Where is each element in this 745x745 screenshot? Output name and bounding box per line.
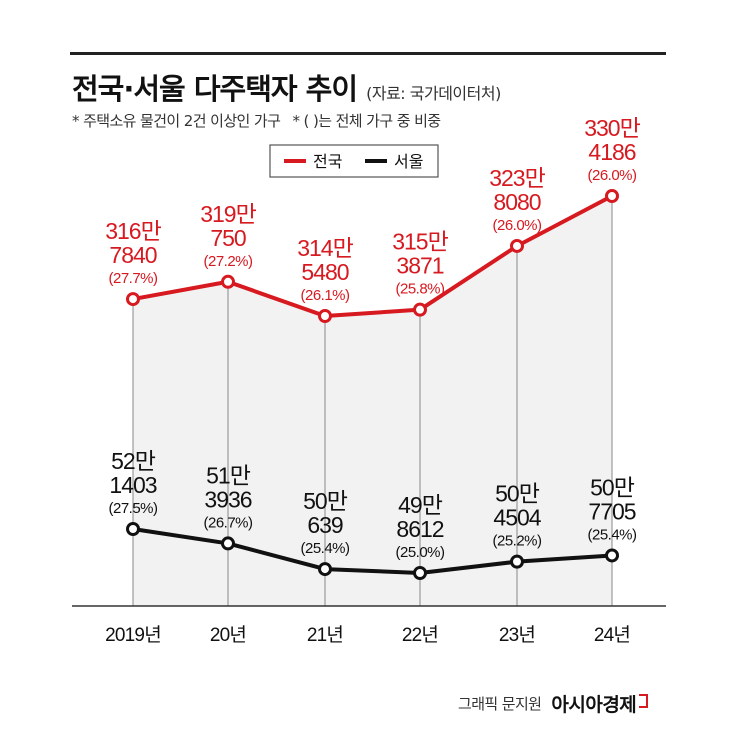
chart-area	[133, 196, 612, 606]
data-label-share: (25.4%)	[300, 540, 350, 557]
data-label-remainder: 639	[307, 512, 343, 538]
chart-notes: * 주택소유 물건이 2건 이상인 가구 * ( )는 전체 가구 중 비중	[72, 110, 448, 131]
data-point-national	[126, 292, 140, 307]
data-label-share: (25.2%)	[492, 533, 542, 550]
data-label-value: 315만	[392, 229, 448, 255]
data-label-share: (27.2%)	[203, 253, 253, 270]
data-label-remainder: 750	[210, 225, 246, 251]
data-point-seoul	[510, 554, 524, 569]
legend-label-national: 전국	[313, 152, 342, 171]
top-rule	[70, 52, 666, 55]
credit-text: 그래픽 문지원	[458, 695, 542, 713]
data-label-remainder: 8612	[396, 516, 443, 542]
data-label-remainder: 8080	[493, 189, 540, 215]
data-label-share: (27.5%)	[108, 500, 158, 517]
data-label-share: (26.0%)	[492, 217, 542, 234]
data-point-national	[318, 309, 332, 323]
x-tick-label: 20년	[210, 624, 246, 646]
chart-source: (자료: 국가데이터처)	[366, 84, 501, 103]
data-label-remainder: 3936	[204, 486, 251, 512]
data-label-remainder: 7705	[588, 498, 635, 524]
data-label-share: (26.1%)	[300, 287, 350, 304]
data-label-share: (27.7%)	[108, 270, 158, 287]
gridlines	[132, 196, 613, 606]
data-point-seoul	[413, 566, 427, 580]
brand-mark-icon	[639, 693, 649, 708]
series-line-national	[132, 194, 613, 318]
data-label-share: (26.7%)	[203, 514, 253, 531]
data-point-national	[605, 189, 619, 203]
data-label-value: 50만	[303, 488, 348, 514]
data-label-value: 51만	[206, 462, 251, 488]
x-tick-label: 24년	[594, 624, 630, 646]
data-label-remainder: 7840	[109, 242, 156, 268]
data-label-remainder: 3871	[396, 253, 443, 279]
note-share: * ( )는 전체 가구 중 비중	[292, 112, 441, 130]
series-line-seoul	[132, 527, 613, 575]
data-label-remainder: 5480	[301, 259, 348, 285]
brand-logo: 아시아경제	[551, 694, 637, 716]
data-label-value: 49만	[398, 492, 443, 518]
chart-title: 전국·서울 다주택자 추이	[72, 72, 358, 106]
x-tick-label: 22년	[402, 624, 438, 646]
data-point-seoul	[126, 522, 140, 536]
data-label-value: 323만	[489, 165, 545, 191]
data-point-national	[221, 274, 235, 289]
data-label-value: 314만	[297, 235, 353, 261]
data-label-value: 330만	[584, 115, 640, 141]
x-tick-label: 21년	[307, 624, 343, 646]
data-point-seoul	[221, 536, 235, 551]
data-label-value: 50만	[495, 481, 540, 507]
data-label-share: (25.4%)	[587, 526, 637, 543]
data-label-remainder: 4186	[588, 139, 635, 165]
data-label-value: 52만	[111, 448, 156, 474]
data-point-seoul	[605, 548, 619, 563]
data-point-seoul	[318, 562, 332, 577]
data-label-share: (26.0%)	[587, 167, 637, 184]
data-point-national	[510, 238, 524, 253]
data-label-value: 50만	[590, 474, 635, 500]
legend: 전국 서울	[269, 144, 439, 178]
series-lines	[126, 189, 619, 580]
data-label-value: 316만	[105, 218, 161, 244]
area-fill	[133, 196, 612, 606]
x-axis: 2019년 20년 21년 22년 23년 24년	[72, 605, 666, 646]
data-label-value: 319만	[200, 201, 256, 227]
data-label-remainder: 1403	[109, 472, 156, 498]
data-label-share: (25.0%)	[395, 544, 445, 561]
data-point-national	[413, 302, 427, 317]
credit: 그래픽 문지원 아시아경제	[458, 690, 649, 717]
x-tick-label: 23년	[499, 624, 535, 646]
note-multi-home: * 주택소유 물건이 2건 이상인 가구	[72, 112, 281, 130]
data-label-remainder: 4504	[493, 505, 541, 531]
x-tick-label: 2019년	[105, 624, 161, 646]
title-block: 전국·서울 다주택자 추이 (자료: 국가데이터처)	[72, 66, 501, 108]
legend-label-seoul: 서울	[394, 152, 423, 171]
data-label-share: (25.8%)	[395, 281, 445, 298]
